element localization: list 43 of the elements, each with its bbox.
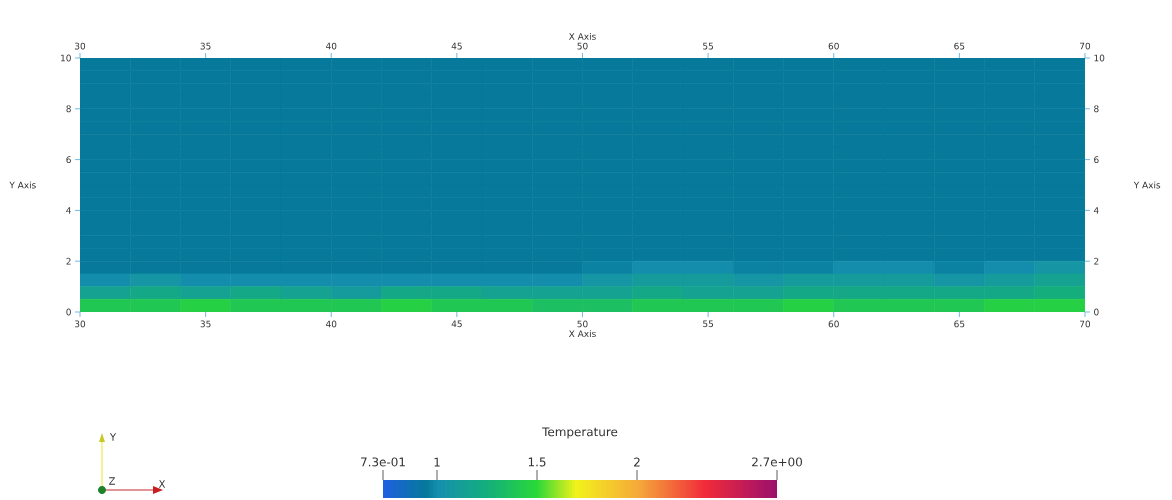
x2-tick-label: 65 <box>954 42 965 50</box>
color-bar-label: 7.3e-01 <box>361 457 405 467</box>
x-tick-label: 65 <box>954 320 965 328</box>
x-tick-label: 70 <box>1080 320 1091 328</box>
y2-tick-label: 6 <box>1094 156 1099 163</box>
y2-tick-label: 4 <box>1093 207 1099 214</box>
y-tick-label: 2 <box>66 257 71 265</box>
x2-tick-label: 45 <box>451 42 462 50</box>
x-tick-label: 60 <box>828 320 839 328</box>
y-tick-label: 6 <box>66 156 71 163</box>
x-tick-label: 35 <box>200 320 211 328</box>
text: Z <box>109 477 115 485</box>
color-bar-label: 1 <box>434 457 440 467</box>
y2-tick-label: 8 <box>1094 105 1099 113</box>
text: Y <box>109 433 117 441</box>
text: X <box>158 480 166 488</box>
x-tick-label: 30 <box>74 320 86 328</box>
x-tick-label: 50 <box>577 320 588 328</box>
y-tick-label: 0 <box>66 308 71 316</box>
y2-tick-label: 2 <box>1094 257 1099 265</box>
x2-tick-label: 70 <box>1080 42 1091 50</box>
x2-tick-label: 55 <box>703 42 714 50</box>
y-tick-label: 8 <box>66 105 71 113</box>
x2-axis-title: X Axis <box>568 32 596 40</box>
color-bar-title: Temperature <box>542 427 618 439</box>
y-tick-label: 10 <box>61 54 71 62</box>
x2-tick-label: 50 <box>577 42 588 50</box>
x2-tick-label: 40 <box>325 42 337 50</box>
x-axis-title: X Axis <box>568 330 596 338</box>
x-tick-label: 45 <box>451 320 462 328</box>
x2-tick-label: 35 <box>200 42 211 50</box>
y2-axis-title: Y Axis <box>1133 181 1161 189</box>
color-bar-label: 2.7e+00 <box>752 457 803 467</box>
y2-tick-label: 10 <box>1094 54 1105 62</box>
y2-tick-label: 0 <box>1094 308 1099 316</box>
color-bar-label: 2 <box>634 457 640 467</box>
x2-tick-label: 30 <box>74 42 86 50</box>
color-bar-label: 1.5 <box>528 457 546 467</box>
x-tick-label: 55 <box>703 320 714 328</box>
y-axis-title: Y Axis <box>9 181 36 189</box>
x2-tick-label: 60 <box>828 42 839 50</box>
x-tick-label: 40 <box>325 320 337 328</box>
y-tick-label: 4 <box>66 207 71 214</box>
